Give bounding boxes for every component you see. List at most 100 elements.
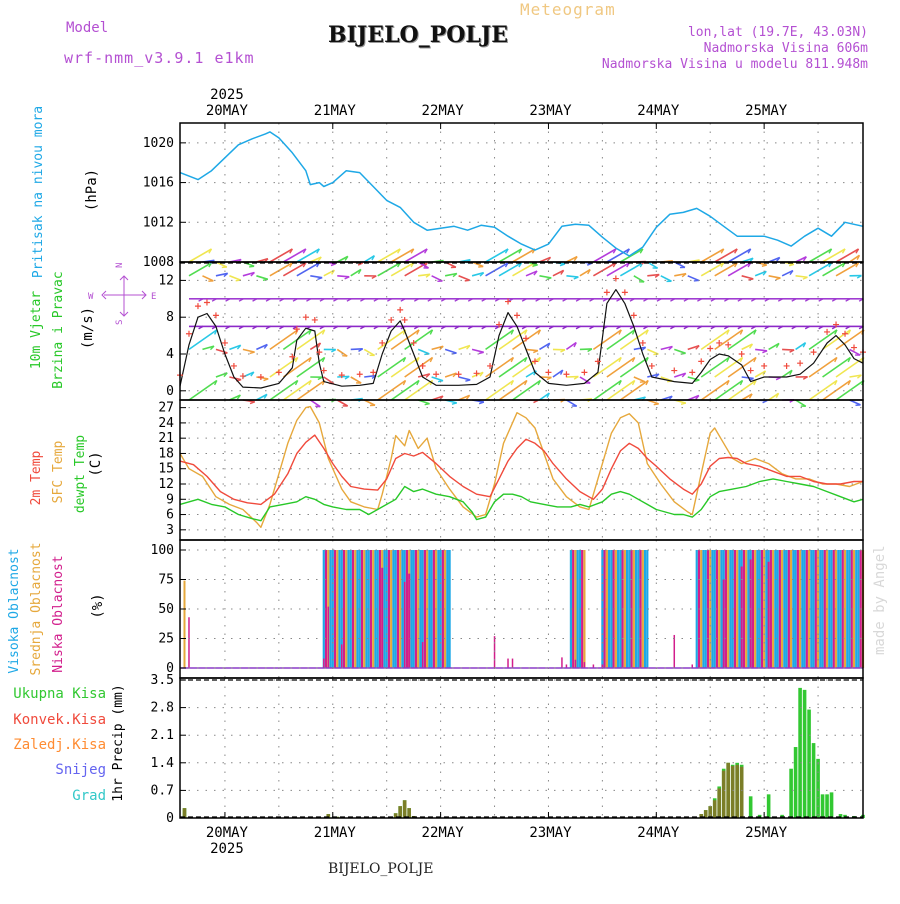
wind-barb-head bbox=[465, 380, 470, 381]
wind-barb bbox=[310, 276, 322, 278]
precip-total-bar bbox=[812, 743, 816, 818]
gust-marker bbox=[689, 369, 695, 375]
wind-barb bbox=[418, 349, 429, 353]
wind-barb bbox=[634, 377, 645, 382]
precip-total-bar bbox=[749, 796, 753, 818]
wind-barb bbox=[405, 249, 428, 262]
wind-barb bbox=[189, 249, 212, 262]
y-tick-label: 75 bbox=[158, 573, 174, 588]
gust-marker bbox=[784, 363, 790, 369]
y-tick-label: 0.7 bbox=[151, 783, 174, 798]
precip-conv-bar bbox=[735, 765, 739, 818]
gust-marker bbox=[581, 369, 587, 375]
precip-total-bar bbox=[807, 710, 811, 818]
precip-conv-bar bbox=[726, 763, 730, 818]
wind-barb bbox=[513, 380, 541, 400]
wind-barb bbox=[202, 367, 209, 377]
model-elevation: Nadmorska Visina u modelu 811.948m bbox=[602, 57, 868, 72]
wind-barb-head bbox=[331, 264, 336, 266]
wind-barb-head bbox=[249, 266, 254, 267]
wind-barb bbox=[445, 349, 456, 353]
wind-barb-head bbox=[479, 402, 484, 404]
wind-barb bbox=[472, 349, 484, 352]
y-tick-label: 12 bbox=[158, 477, 174, 492]
wind-barb bbox=[728, 380, 756, 400]
precip-total-bar bbox=[803, 690, 807, 818]
wind-barb bbox=[378, 380, 406, 400]
precip-total-bar bbox=[767, 794, 771, 818]
wind-barb bbox=[337, 400, 347, 406]
wind-barb-head bbox=[465, 280, 470, 281]
wind-barb bbox=[809, 249, 832, 262]
pressure-ylabel: Pritisak na nivou mora bbox=[31, 106, 46, 278]
precip-conv-bar bbox=[403, 800, 407, 818]
temp-ylabel-3: dewpt Temp bbox=[73, 435, 88, 513]
gust-marker bbox=[357, 371, 363, 377]
gust-marker bbox=[258, 374, 264, 380]
wind-barb bbox=[499, 263, 522, 276]
wind-barb bbox=[297, 330, 325, 350]
gust-marker bbox=[231, 363, 237, 369]
wind-barb bbox=[728, 263, 751, 276]
precip-total-bar bbox=[794, 747, 798, 818]
wind-barb bbox=[499, 357, 527, 377]
wind-barb-head bbox=[215, 357, 217, 361]
gust-marker bbox=[514, 312, 520, 318]
wind-barb bbox=[620, 330, 648, 350]
y-tick-label: 9 bbox=[166, 492, 174, 507]
wind-barb bbox=[270, 380, 298, 400]
wind-barb-head bbox=[250, 402, 255, 404]
gust-marker bbox=[397, 307, 403, 313]
wind-barb bbox=[715, 357, 743, 377]
wind-barb-head bbox=[250, 352, 255, 353]
wind-barb bbox=[310, 400, 320, 407]
cloud-bars bbox=[184, 550, 863, 668]
compass-n: N bbox=[115, 263, 125, 268]
wind-barb bbox=[566, 400, 576, 406]
wind-barb bbox=[809, 357, 837, 377]
wind-barb bbox=[701, 330, 729, 350]
cloud-ylabel-2: Srednja Oblacnost bbox=[29, 542, 44, 675]
wind-barb bbox=[270, 330, 298, 350]
wind-barb-head bbox=[681, 353, 686, 354]
y-tick-label: 25 bbox=[158, 632, 174, 647]
y-tick-label: 1008 bbox=[143, 255, 174, 270]
gust-marker bbox=[222, 340, 228, 346]
panel-frame-pressure bbox=[180, 123, 863, 262]
gust-marker bbox=[622, 289, 628, 295]
y-tick-label: 0 bbox=[166, 811, 174, 826]
wind-barb bbox=[742, 377, 754, 378]
wind-barb bbox=[620, 263, 643, 276]
wind-barb bbox=[715, 380, 743, 400]
gust-marker bbox=[851, 345, 857, 351]
y-tick-label: 1.4 bbox=[151, 756, 175, 771]
precip-conv-bar bbox=[398, 806, 402, 818]
wind-barb bbox=[647, 349, 658, 354]
y-tick-label: 2.1 bbox=[151, 728, 174, 743]
precip-conv-bar bbox=[717, 788, 721, 818]
year-label-top: 2025 bbox=[210, 87, 244, 103]
watermark: made by Angel bbox=[872, 545, 888, 655]
x-tick-label-bottom: 22MAY bbox=[422, 825, 465, 841]
gust-marker bbox=[604, 289, 610, 295]
wind-barb bbox=[270, 249, 293, 262]
wind-barb bbox=[283, 249, 306, 262]
x-tick-label-top: 25MAY bbox=[745, 103, 788, 119]
wind-barb bbox=[701, 263, 724, 276]
cloud-ylabel-3: Niska Oblacnost bbox=[51, 555, 66, 672]
wind-barb-head bbox=[762, 265, 767, 266]
wind-barb bbox=[755, 349, 767, 350]
wind-barb bbox=[607, 330, 635, 350]
wind-barb bbox=[189, 357, 217, 377]
wind-barb bbox=[715, 263, 738, 276]
gust-marker bbox=[671, 368, 677, 374]
y-tick-label: 27 bbox=[158, 401, 174, 416]
gust-marker bbox=[402, 317, 408, 323]
wind-barb bbox=[809, 330, 837, 350]
wind-barb-head bbox=[209, 367, 210, 372]
y-tick-label: 8 bbox=[166, 310, 174, 325]
x-tick-label-bottom: 25MAY bbox=[745, 825, 788, 841]
y-tick-label: 2.8 bbox=[151, 701, 174, 716]
y-tick-label: 24 bbox=[158, 416, 174, 431]
